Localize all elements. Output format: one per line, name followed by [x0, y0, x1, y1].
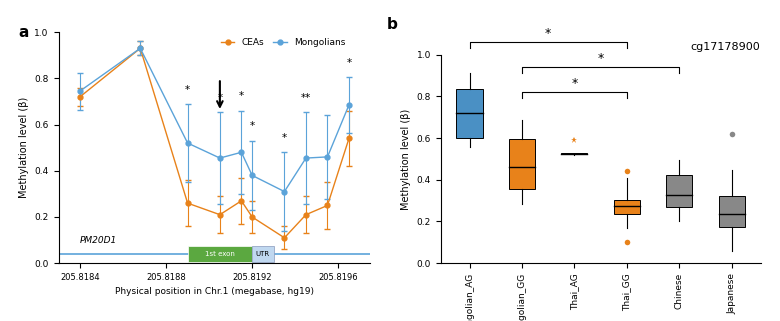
Y-axis label: Methylation level (β): Methylation level (β) [401, 108, 411, 210]
Legend: CEAs, Mongolians: CEAs, Mongolians [218, 34, 349, 50]
Text: *: * [571, 77, 577, 90]
Text: UTR: UTR [256, 251, 270, 257]
Bar [456, 89, 483, 138]
Text: PM20D1: PM20D1 [80, 236, 117, 245]
X-axis label: Physical position in Chr.1 (megabase, hg19): Physical position in Chr.1 (megabase, hg… [115, 288, 314, 297]
Text: a: a [18, 25, 28, 40]
Text: *: * [282, 133, 287, 143]
Text: *: * [545, 27, 551, 40]
Text: *: * [346, 58, 352, 68]
Bar [614, 200, 640, 214]
Text: b: b [386, 17, 397, 32]
Bar [666, 175, 693, 207]
Y-axis label: Methylation level (β): Methylation level (β) [19, 97, 29, 198]
Text: *: * [597, 52, 604, 65]
Text: **: ** [301, 92, 311, 103]
Text: cg17178900: cg17178900 [691, 42, 760, 52]
Text: *: * [185, 84, 190, 94]
Text: *: * [239, 91, 244, 101]
Text: 1st exon: 1st exon [205, 251, 235, 257]
Bar [188, 246, 252, 262]
Bar [718, 196, 745, 227]
Bar [509, 139, 535, 189]
Bar [562, 153, 587, 154]
Text: *: * [250, 121, 255, 132]
Text: *: * [218, 92, 222, 103]
Bar [252, 246, 274, 262]
